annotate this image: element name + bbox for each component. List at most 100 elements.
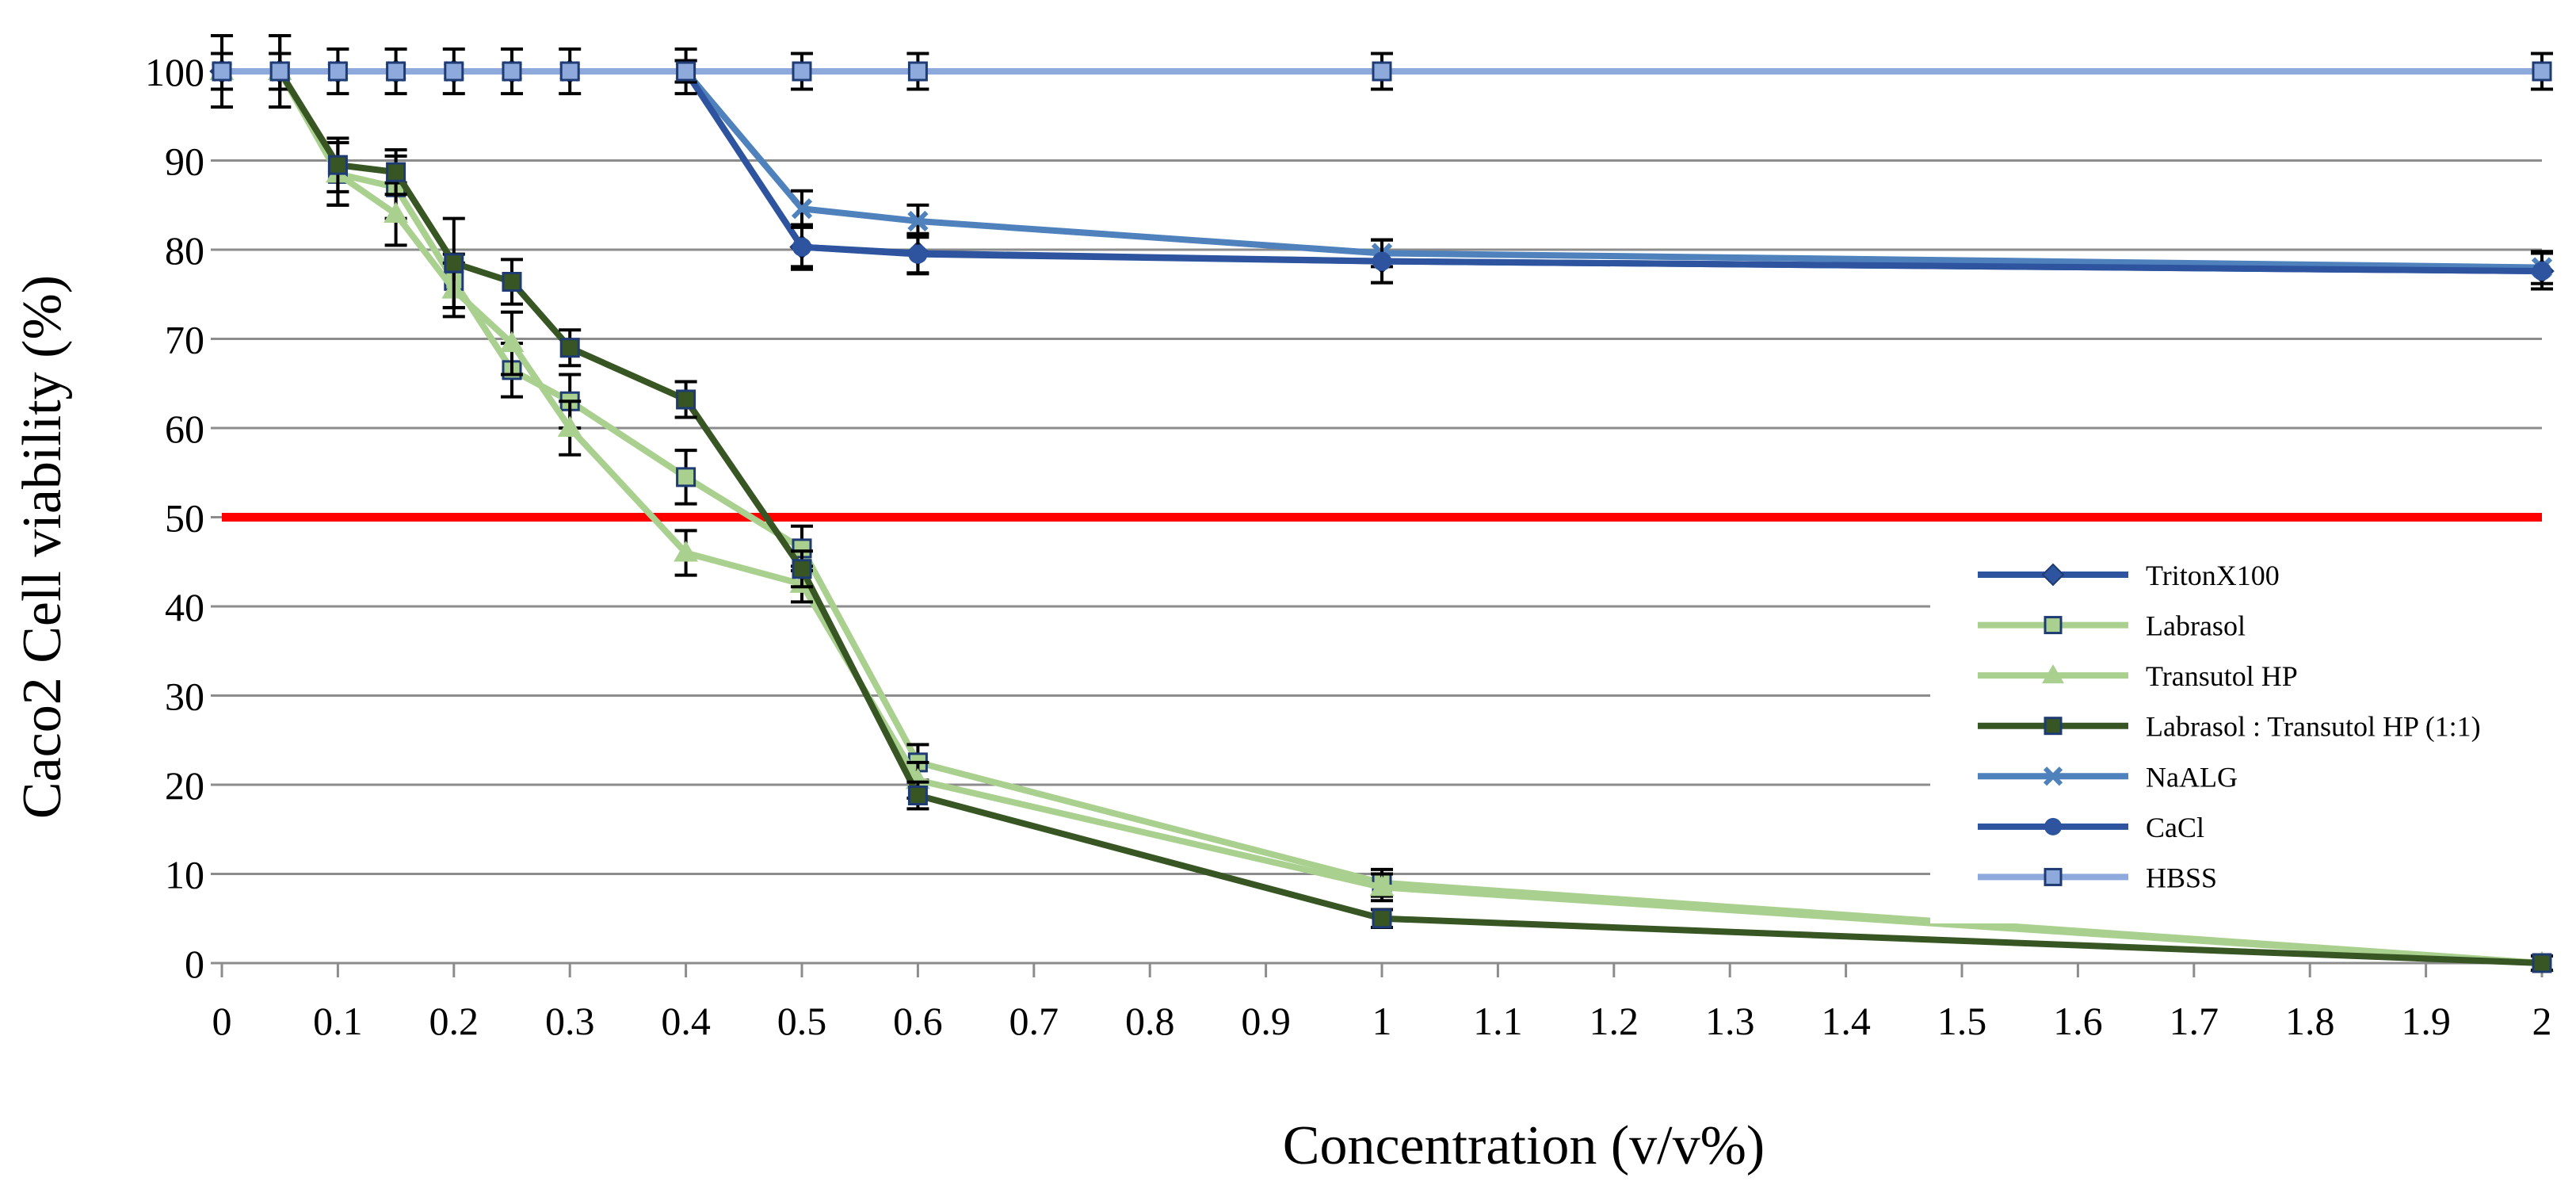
x-tick-label: 1.4 xyxy=(1821,999,1871,1043)
y-tick-label: 40 xyxy=(165,585,204,629)
series-line xyxy=(222,68,2543,271)
data-point xyxy=(2044,817,2062,835)
legend-label: Labrasol : Transutol HP (1:1) xyxy=(2146,711,2481,743)
x-tick-label: 1.2 xyxy=(1589,999,1639,1043)
data-point xyxy=(791,198,813,220)
axis-labels: Concentration (v/v%) Caco2 Cell viabilit… xyxy=(12,275,1765,1176)
legend-label: CaCl xyxy=(2146,812,2204,843)
y-tick-label: 10 xyxy=(165,853,204,897)
x-tick-label: 0.4 xyxy=(661,999,711,1043)
data-point xyxy=(792,61,812,82)
legend-label: HBSS xyxy=(2146,862,2217,893)
data-point xyxy=(2532,61,2552,82)
x-tick-label: 1.1 xyxy=(1473,999,1523,1043)
data-point xyxy=(1372,61,1392,82)
data-point xyxy=(499,331,525,353)
data-point xyxy=(386,61,406,82)
y-tick-label: 90 xyxy=(165,140,204,184)
y-tick-label: 20 xyxy=(165,763,204,808)
data-point xyxy=(792,559,812,579)
x-tick-label: 1.7 xyxy=(2170,999,2219,1043)
data-point xyxy=(502,61,522,82)
legend-label: Transutol HP xyxy=(2146,660,2298,692)
x-tick-label: 1.8 xyxy=(2285,999,2335,1043)
data-point xyxy=(2042,664,2064,684)
x-tick-label: 2 xyxy=(2532,999,2552,1043)
legend-item: Transutol HP xyxy=(1978,660,2298,692)
data-point xyxy=(907,61,928,82)
data-point xyxy=(676,467,696,487)
data-point xyxy=(212,61,232,82)
data-point xyxy=(907,210,929,232)
data-point xyxy=(907,786,928,805)
x-tick-label: 1.5 xyxy=(1937,999,1987,1043)
data-point xyxy=(269,61,290,82)
data-point xyxy=(2044,616,2063,635)
data-point xyxy=(444,61,464,82)
data-point xyxy=(2532,261,2552,281)
y-tick-label: 100 xyxy=(145,50,204,94)
x-tick-label: 0 xyxy=(212,999,232,1043)
data-point xyxy=(2041,563,2065,587)
data-point xyxy=(444,253,464,273)
data-point xyxy=(1372,908,1392,929)
x-tick-label: 1.3 xyxy=(1705,999,1755,1043)
x-tick-label: 0.6 xyxy=(893,999,943,1043)
y-axis-title: Caco2 Cell viability (%) xyxy=(12,275,73,819)
data-point xyxy=(2044,867,2063,886)
data-point xyxy=(2044,717,2063,736)
data-point xyxy=(1372,251,1392,271)
data-point xyxy=(676,389,696,410)
y-tick-label: 70 xyxy=(165,318,204,362)
data-point xyxy=(676,61,696,82)
marker-stroke xyxy=(791,198,813,220)
data-point xyxy=(908,244,928,264)
data-point xyxy=(386,162,406,182)
x-axis-title: Concentration (v/v%) xyxy=(1283,1115,1765,1176)
legend-item: HBSS xyxy=(1978,862,2217,893)
y-tick-label: 60 xyxy=(165,407,204,451)
series-layer xyxy=(209,34,2555,973)
y-tick-label: 0 xyxy=(185,942,204,986)
data-point xyxy=(557,415,582,437)
data-point xyxy=(327,155,348,175)
y-tick-label: 50 xyxy=(165,496,204,541)
data-point xyxy=(2043,767,2063,786)
data-point xyxy=(1369,874,1395,897)
legend: TritonX100 Labrasol Transutol HP Labrasol :… xyxy=(1978,560,2481,893)
data-point xyxy=(2532,953,2552,973)
legend-item: NaALG xyxy=(1978,761,2238,793)
legend-item: TritonX100 xyxy=(1978,560,2280,591)
series-line xyxy=(222,68,2543,966)
x-tick-label: 1.6 xyxy=(2053,999,2103,1043)
x-tick-label: 0.2 xyxy=(429,999,479,1043)
legend-background xyxy=(1930,547,2542,923)
x-tick-label: 0.3 xyxy=(545,999,595,1043)
legend-item: CaCl xyxy=(1978,812,2204,843)
x-tick-label: 0.1 xyxy=(313,999,363,1043)
legend-item: Labrasol : Transutol HP (1:1) xyxy=(1978,711,2481,743)
y-tick-label: 80 xyxy=(165,228,204,273)
data-point xyxy=(327,61,348,82)
series-group xyxy=(211,34,2553,109)
x-tick-label: 0.9 xyxy=(1241,999,1291,1043)
x-tick-label: 1.9 xyxy=(2401,999,2451,1043)
x-tick-label: 1 xyxy=(1372,999,1392,1043)
data-point xyxy=(559,61,580,82)
data-point xyxy=(792,237,812,257)
legend-label: TritonX100 xyxy=(2146,560,2280,591)
data-point xyxy=(559,338,580,358)
y-tick-label: 30 xyxy=(165,675,204,719)
x-tick-label: 0.5 xyxy=(777,999,827,1043)
x-tick-label: 0.7 xyxy=(1009,999,1059,1043)
marker-stroke xyxy=(907,210,929,232)
marker-stroke xyxy=(2043,767,2063,786)
data-point xyxy=(502,272,522,292)
legend-item: Labrasol xyxy=(1978,610,2246,642)
legend-box xyxy=(1930,547,2542,923)
axes: 0 10 20 30 40 50 60 70 80 90 100 0 0.1 0.2 0.3 0.4 0.5 0.… xyxy=(145,50,2552,1043)
x-tick-label: 0.8 xyxy=(1125,999,1175,1043)
data-point xyxy=(384,201,408,223)
